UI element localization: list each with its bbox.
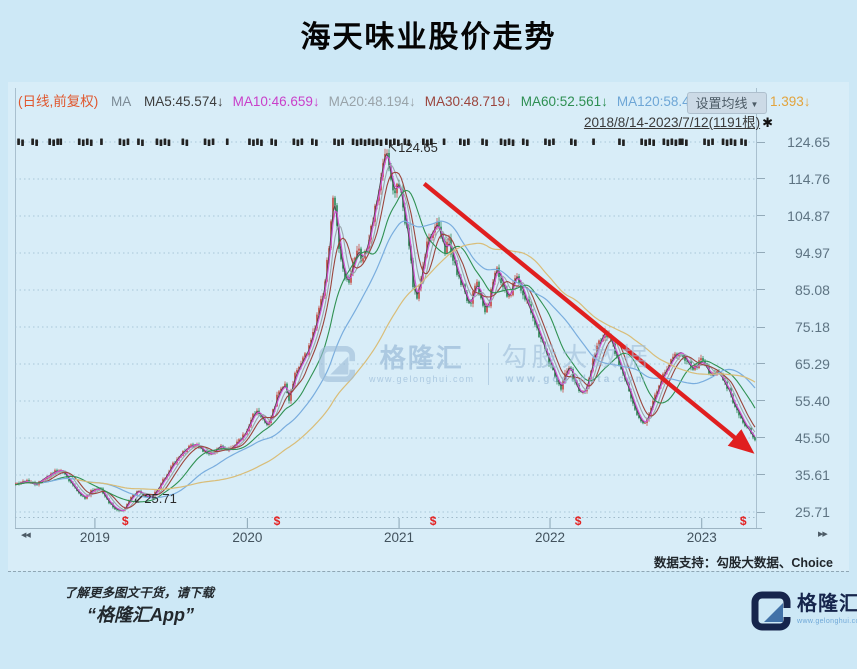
y-axis-label: 45.50: [757, 429, 842, 447]
ma-prefix-label: MA: [111, 94, 132, 109]
data-support-note: 数据支持：勾股大数据、Choice: [653, 556, 833, 570]
promo-line2: “格隆汇App”: [87, 605, 194, 625]
pin-icon[interactable]: ✱: [762, 115, 773, 130]
svg-text:$: $: [575, 514, 582, 528]
chevron-down-icon: ▼: [750, 100, 759, 109]
y-tick-mark: [757, 326, 765, 328]
ma-value: MA5:45.574↓: [144, 94, 224, 109]
y-axis-label: 35.61: [757, 466, 842, 484]
ma-value: MA20:48.194↓: [328, 94, 416, 109]
plot-left-border: [15, 88, 16, 528]
x-axis-line: [15, 528, 762, 529]
x-axis-year-label: 2023: [686, 530, 717, 545]
y-axis-label: 25.71: [757, 503, 842, 521]
y-axis-label: 85.08: [757, 281, 842, 299]
y-tick-mark: [757, 363, 765, 365]
y-axis-label: 114.76: [757, 170, 842, 188]
y-tick-mark: [757, 437, 765, 439]
y-tick-mark: [757, 178, 765, 180]
svg-text:$: $: [430, 514, 437, 528]
ma-values: MA5:45.574↓ MA10:46.659↓ MA20:48.194↓ MA30:…: [144, 94, 706, 109]
y-axis-label: 55.40: [757, 392, 842, 410]
ma-value: MA10:46.659↓: [232, 94, 320, 109]
event-markers-row[interactable]: [17, 138, 747, 147]
x-axis-year-label: 2020: [232, 530, 263, 545]
price-annotation: ↙25.71: [133, 491, 177, 507]
y-tick-mark: [757, 400, 765, 402]
footer-separator: [8, 571, 849, 572]
y-axis-label: 104.87: [757, 207, 842, 225]
y-tick-mark: [757, 511, 765, 513]
svg-text:$: $: [274, 514, 281, 528]
promo-line1: 了解更多图文干货，请下载: [64, 586, 215, 600]
price-chart[interactable]: $ $ $ $ $: [15, 128, 756, 528]
series-type-label: (日线,前复权): [18, 94, 99, 109]
forward-icon[interactable]: ▶▶: [818, 531, 828, 538]
page-title: 海天味业股价走势: [300, 21, 557, 54]
x-axis-year-label: 2022: [534, 530, 566, 545]
y-axis-label: 65.29: [757, 355, 842, 373]
logo-url: www.gelonghui.com: [797, 618, 857, 625]
date-range: 2018/8/14-2023/7/12(1191根) ✱: [584, 111, 773, 131]
ma-settings-label: 设置均线: [695, 96, 748, 111]
y-axis-label: 75.18: [757, 318, 842, 336]
svg-text:$: $: [740, 514, 747, 528]
price-annotation: ↖124.65: [387, 140, 438, 156]
y-axis-label: 124.65: [757, 133, 842, 151]
logo-brand-name: 格隆汇: [797, 593, 857, 615]
y-axis-label: 94.97: [757, 244, 842, 262]
y-tick-mark: [757, 215, 765, 217]
y-tick-mark: [757, 289, 765, 291]
chart-header: (日线,前复权) MA MA5:45.574↓ MA10:46.659↓ MA20:…: [18, 90, 715, 110]
y-tick-mark: [757, 252, 765, 254]
x-axis-year-label: 2021: [384, 530, 415, 545]
plot-right-border: [756, 88, 757, 528]
y-tick-mark: [757, 474, 765, 476]
y-tick-mark: [757, 141, 765, 143]
ma250-partial-value: 1.393↓: [770, 94, 811, 109]
brand-logo: 格隆汇 www.gelonghui.com: [751, 591, 857, 631]
x-axis-year-label: 2019: [79, 530, 110, 545]
ma-settings-button[interactable]: 设置均线 ▼: [687, 92, 767, 114]
gelonghui-g-icon: [751, 591, 791, 631]
ma-value: MA120:58.47: [616, 94, 698, 109]
dividend-markers[interactable]: $ $ $ $ $: [122, 514, 747, 528]
ma-value: MA30:48.719↓: [424, 94, 512, 109]
svg-text:$: $: [122, 514, 129, 528]
date-range-label: 2018/8/14-2023/7/12(1191根): [583, 115, 761, 130]
trend-arrow: [422, 182, 755, 454]
ma-value: MA60:52.561↓: [520, 94, 608, 109]
rewind-icon[interactable]: ◀◀: [21, 532, 31, 539]
